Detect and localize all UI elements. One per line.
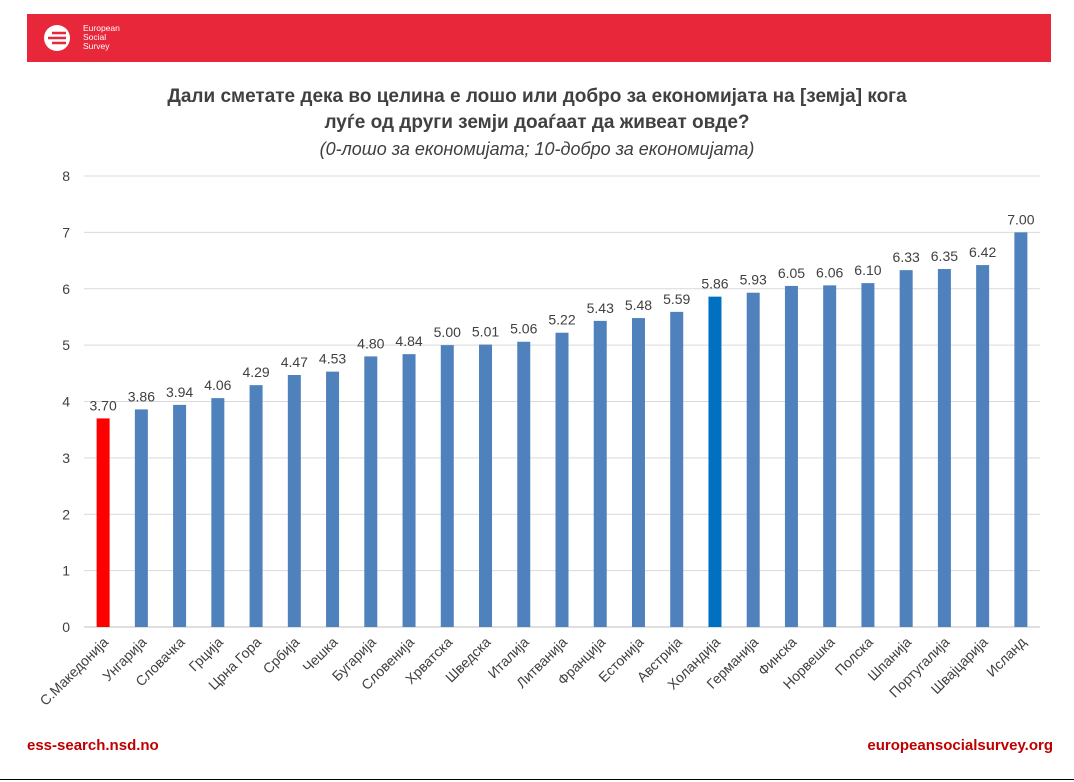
footer-left-link[interactable]: ess-search.nsd.no <box>27 737 159 754</box>
bar <box>899 270 913 627</box>
ess-logo-icon <box>44 25 70 51</box>
data-label: 5.00 <box>434 324 461 340</box>
data-label: 6.10 <box>854 262 881 278</box>
data-label: 6.33 <box>893 249 920 265</box>
bar <box>287 375 301 627</box>
data-label: 5.59 <box>663 291 690 307</box>
y-tick-label: 0 <box>62 619 70 635</box>
data-label: 5.86 <box>701 276 728 292</box>
x-tick-label: Србија <box>260 634 303 677</box>
data-label: 4.53 <box>319 351 346 367</box>
data-label: 5.93 <box>740 272 767 288</box>
data-label: 6.42 <box>969 244 996 260</box>
y-tick-label: 5 <box>62 337 70 353</box>
y-tick-label: 6 <box>62 281 70 297</box>
bar <box>593 320 607 627</box>
data-label: 6.05 <box>778 265 805 281</box>
data-label: 6.06 <box>816 264 843 280</box>
data-label: 3.86 <box>128 388 155 404</box>
data-label: 6.35 <box>931 248 958 264</box>
data-label: 4.84 <box>395 333 422 349</box>
data-label: 4.29 <box>242 364 269 380</box>
bar <box>861 283 875 627</box>
bar <box>134 409 148 627</box>
x-tick-label: Исланд <box>983 634 1029 680</box>
y-tick-label: 4 <box>62 394 70 410</box>
data-label: 4.06 <box>204 377 231 393</box>
data-label: 5.48 <box>625 297 652 313</box>
data-label: 5.06 <box>510 321 537 337</box>
y-tick-label: 8 <box>62 168 70 184</box>
y-tick-label: 1 <box>62 563 70 579</box>
bar <box>823 285 837 627</box>
bottom-rule <box>0 779 1074 780</box>
header-band: European Social Survey <box>27 14 1051 62</box>
bar <box>326 371 340 627</box>
bar <box>402 354 416 627</box>
bar <box>670 311 684 627</box>
title-line-2: луѓе од други земји доаѓаат да живеат ов… <box>324 112 750 133</box>
data-label: 5.43 <box>587 300 614 316</box>
data-label: 5.22 <box>548 312 575 328</box>
data-label: 3.94 <box>166 384 193 400</box>
bar <box>746 292 760 627</box>
y-tick-label: 2 <box>62 506 70 522</box>
bar <box>784 285 798 627</box>
y-tick-label: 3 <box>62 450 70 466</box>
bar <box>1014 232 1028 627</box>
data-label: 4.47 <box>281 354 308 370</box>
bar <box>211 398 225 627</box>
data-label: 3.70 <box>89 397 116 413</box>
data-label: 4.80 <box>357 335 384 351</box>
bar <box>364 356 378 627</box>
bar <box>517 341 531 627</box>
footer-right-link[interactable]: europeansocialsurvey.org <box>867 737 1053 754</box>
bar <box>555 332 569 627</box>
data-label: 5.01 <box>472 324 499 340</box>
bar <box>96 418 110 627</box>
bar <box>631 318 645 627</box>
chart-title: Дали сметате дека во целина е лошо или д… <box>0 84 1074 162</box>
bar <box>249 385 263 627</box>
bar <box>479 344 493 627</box>
bar <box>937 269 951 627</box>
title-line-1: Дали сметате дека во целина е лошо или д… <box>167 86 907 107</box>
bar <box>173 404 187 627</box>
data-label: 7.00 <box>1007 211 1034 227</box>
chart-subtitle: (0-лошо за економијата; 10-добро за екон… <box>319 139 755 159</box>
bar <box>708 296 722 627</box>
logo-wordmark: European Social Survey <box>83 23 120 51</box>
bar <box>440 345 454 627</box>
y-tick-label: 7 <box>62 224 70 240</box>
bar <box>976 265 990 627</box>
